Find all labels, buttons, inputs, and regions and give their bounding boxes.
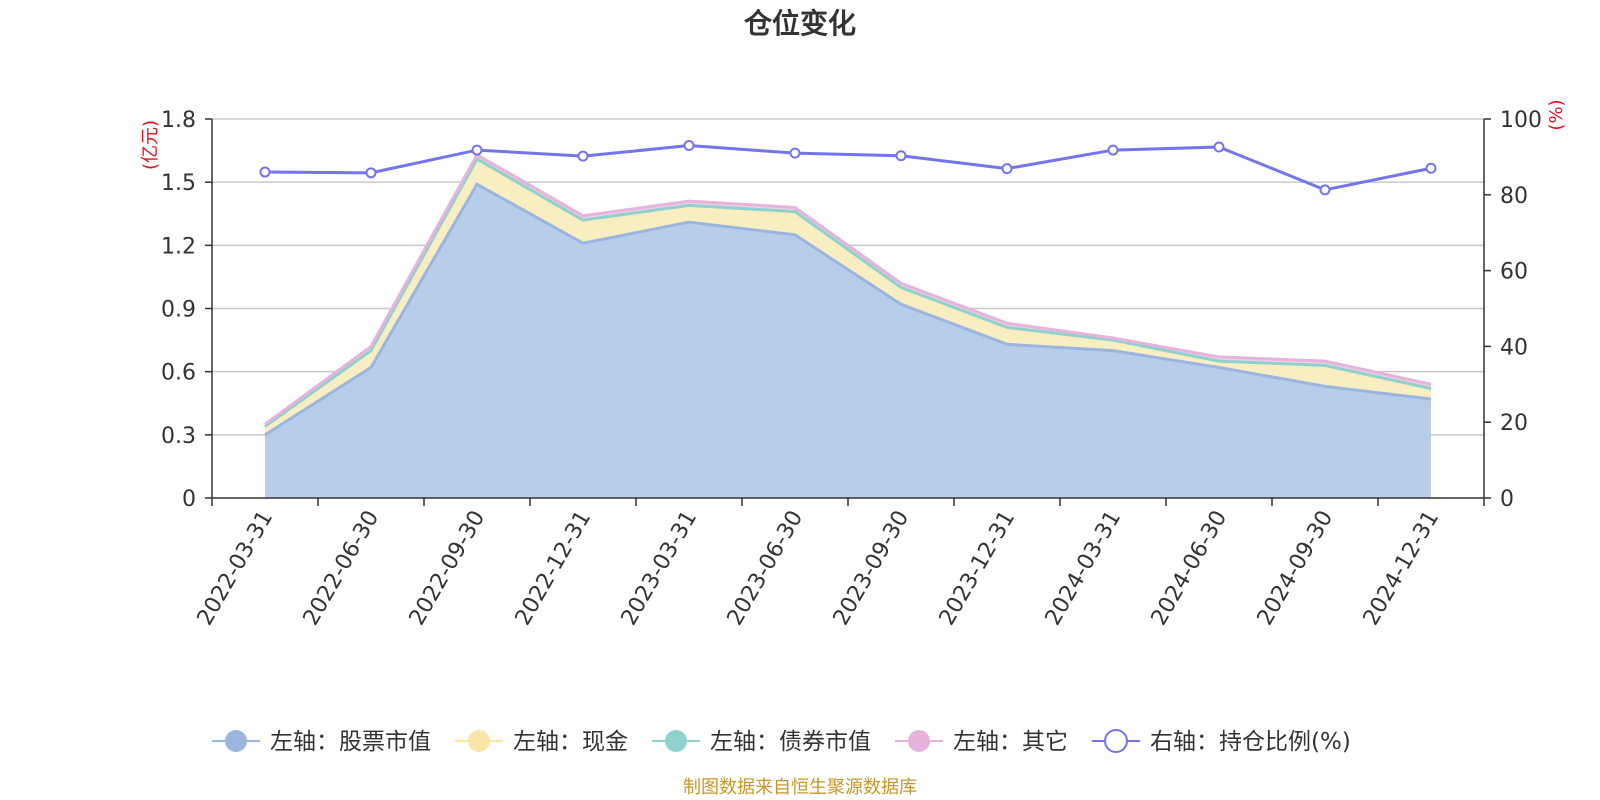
line-point: [1213, 141, 1225, 153]
line-point: [471, 144, 483, 156]
area-edge-左轴：其它: [264, 152, 1432, 426]
left-tick-label: 1.8: [161, 108, 196, 133]
line-series: [264, 144, 1432, 192]
legend-marker: [665, 730, 687, 752]
left-tick-label: 0.9: [161, 298, 196, 323]
left-tick-label: 0: [182, 487, 196, 512]
left-tick-label: 0.6: [161, 361, 196, 386]
x-tick-label: 2022-12-31: [511, 507, 597, 630]
legend-label: 左轴：其它: [953, 729, 1068, 755]
line-point: [365, 167, 377, 179]
line-point: [1319, 184, 1331, 196]
x-tick-label: 2024-03-31: [1041, 507, 1127, 630]
line-point: [895, 150, 907, 162]
area-edge-左轴：债券市值: [264, 156, 1432, 428]
left-tick-label: 1.5: [161, 171, 196, 196]
area-左轴：股票市值: [265, 184, 1431, 498]
right-tick-label: 0: [1500, 487, 1514, 512]
right-tick-label: 60: [1500, 260, 1528, 285]
right-tick-label: 20: [1500, 411, 1528, 436]
line-point: [1001, 163, 1013, 175]
legend: 左轴：股票市值 左轴：现金 左轴：债券市值 左轴：其它 右轴：持仓比例(%): [212, 729, 1351, 755]
x-tick-label: 2024-06-30: [1147, 507, 1233, 630]
line-point: [789, 147, 801, 159]
legend-marker: [468, 730, 490, 752]
right-tick-label: 80: [1500, 184, 1528, 209]
right-tick-label: 100: [1500, 108, 1542, 133]
x-tick-label: 2023-03-31: [617, 507, 703, 630]
x-tick-label: 2024-09-30: [1253, 507, 1339, 630]
legend-label: 右轴：持仓比例(%): [1150, 729, 1351, 755]
line-point: [577, 150, 589, 162]
legend-marker: [908, 730, 930, 752]
x-tick-label: 2022-03-31: [193, 507, 279, 630]
legend-label: 左轴：股票市值: [270, 729, 431, 755]
right-axis-unit: (%): [1546, 99, 1567, 130]
x-tick-label: 2023-12-31: [935, 507, 1021, 630]
legend-marker: [1104, 729, 1128, 753]
line-point: [683, 140, 695, 152]
right-tick-label: 40: [1500, 335, 1528, 360]
line-point: [1425, 162, 1437, 174]
left-axis-unit: (亿元): [140, 120, 161, 170]
x-tick-label: 2022-09-30: [405, 507, 491, 630]
area-edge-左轴：股票市值: [264, 182, 1432, 437]
legend-label: 左轴：债券市值: [710, 729, 871, 755]
line-series: [259, 140, 1437, 196]
line-point: [1107, 144, 1119, 156]
x-tick-label: 2023-06-30: [723, 507, 809, 630]
area-series: [264, 152, 1432, 498]
legend-marker: [225, 730, 247, 752]
legend-label: 左轴：现金: [513, 729, 628, 755]
x-tick-label: 2024-12-31: [1359, 507, 1445, 630]
x-tick-label: 2023-09-30: [829, 507, 915, 630]
line-point: [259, 166, 271, 178]
source-note: 制图数据来自恒生聚源数据库: [683, 777, 917, 798]
x-tick-label: 2022-06-30: [299, 507, 385, 630]
left-tick-label: 1.2: [161, 234, 196, 259]
left-tick-label: 0.3: [161, 424, 196, 449]
chart-title: 仓位变化: [744, 7, 856, 40]
